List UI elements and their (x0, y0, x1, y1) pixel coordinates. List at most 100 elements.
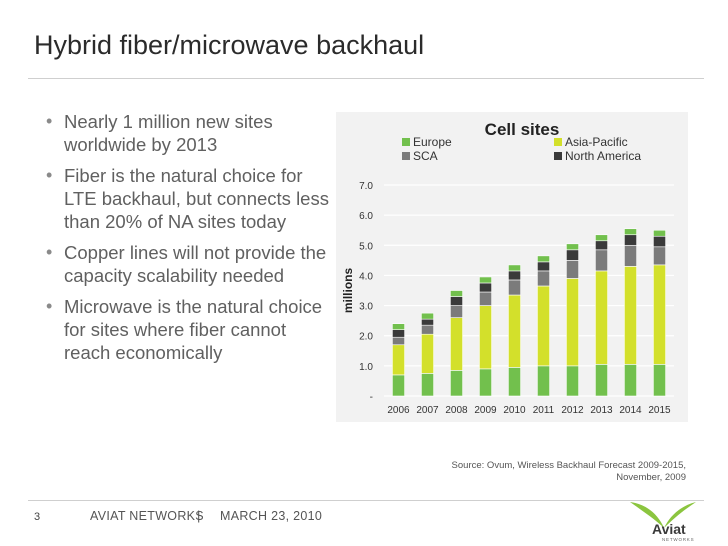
bar-segment (392, 336, 405, 346)
bar-segment (624, 234, 637, 246)
bar-segment (653, 264, 666, 365)
x-tick-label: 2015 (648, 405, 671, 416)
bar-segment (653, 246, 666, 266)
x-tick-label: 2009 (474, 405, 497, 416)
bar-segment (624, 244, 637, 267)
bar-segment (537, 270, 550, 287)
bar-segment (595, 270, 608, 365)
legend-swatch (554, 138, 562, 146)
bar-segment (508, 294, 521, 368)
bar-segment (566, 365, 579, 397)
bullet-list: • Nearly 1 million new sites worldwide by… (40, 110, 330, 372)
bar-segment (508, 367, 521, 397)
bar-segment (624, 364, 637, 397)
x-tick-label: 2010 (503, 405, 526, 416)
bar-segment (537, 261, 550, 272)
bar-segment (450, 317, 463, 371)
bar-segment (537, 285, 550, 367)
bar-segment (450, 370, 463, 397)
footer-company: AVIAT NETWORKS (90, 509, 204, 523)
y-tick-label: 2.0 (359, 332, 373, 343)
x-tick-label: 2008 (445, 405, 468, 416)
y-axis-label: millions (341, 268, 355, 314)
bar-segment (566, 260, 579, 279)
y-tick-label: - (370, 392, 373, 403)
bullet-item: • Fiber is the natural choice for LTE bac… (40, 164, 330, 233)
bar-segment (566, 249, 579, 261)
bar-segment (653, 235, 666, 248)
bar-cap-segment (566, 243, 579, 251)
bar-segment (392, 329, 405, 338)
legend-swatch (554, 152, 562, 160)
bar-cap-segment (450, 290, 463, 297)
bullet-dot-icon: • (46, 242, 53, 262)
bar-cap-segment (537, 255, 550, 263)
bar-segment (450, 296, 463, 306)
bullet-dot-icon: • (46, 111, 53, 131)
bullet-item: • Nearly 1 million new sites worldwide by… (40, 110, 330, 156)
legend-swatch (402, 138, 410, 146)
bar-segment (392, 344, 405, 376)
bullet-text: Fiber is the natural choice for LTE back… (64, 165, 329, 232)
bar-segment (421, 333, 434, 374)
bar-segment (508, 270, 521, 281)
source-note: Source: Ovum, Wireless Backhaul Forecast… (451, 460, 686, 483)
bar-segment (537, 365, 550, 397)
y-tick-label: 3.0 (359, 302, 373, 313)
bullet-item: • Copper lines will not provide the capac… (40, 241, 330, 287)
bullet-dot-icon: • (46, 165, 53, 185)
y-tick-label: 5.0 (359, 241, 373, 252)
legend-swatch (402, 152, 410, 160)
bar-segment (595, 249, 608, 272)
logo-wordmark: Aviat (652, 521, 686, 537)
bullet-item: • Microwave is the natural choice for sit… (40, 295, 330, 364)
bar-segment (421, 318, 434, 326)
y-tick-label: 7.0 (359, 181, 373, 192)
y-tick-label: 4.0 (359, 271, 373, 282)
bar-cap-segment (392, 323, 405, 330)
bar-cap-segment (653, 229, 666, 237)
x-tick-label: 2012 (561, 405, 584, 416)
bullet-text: Copper lines will not provide the capaci… (64, 242, 327, 286)
bar-segment (392, 374, 405, 397)
bar-segment (479, 291, 492, 306)
bar-cap-segment (624, 228, 637, 236)
chart-panel: Cell sites Europe Asia-Pacific SCA North Ame… (336, 112, 688, 422)
x-tick-label: 2011 (533, 405, 555, 416)
legend-label: SCA (413, 149, 438, 163)
bar-segment (450, 305, 463, 318)
footer-separator: | (197, 508, 201, 523)
legend-label: Europe (413, 135, 452, 149)
chart-title: Cell sites (485, 120, 560, 139)
legend-label: Asia-Pacific (565, 135, 628, 149)
footer-divider (28, 500, 704, 501)
x-tick-label: 2014 (619, 405, 642, 416)
page-number: 3 (34, 511, 41, 523)
logo-subtext: NETWORKS (662, 537, 694, 542)
legend-label: North America (565, 149, 641, 163)
bullet-text: Microwave is the natural choice for site… (64, 296, 323, 363)
bullet-dot-icon: • (46, 296, 53, 316)
x-tick-label: 2006 (387, 405, 410, 416)
cell-sites-chart: Cell sites Europe Asia-Pacific SCA North Ame… (341, 120, 674, 416)
x-tick-label: 2013 (590, 405, 613, 416)
aviat-logo: Aviat NETWORKS (630, 502, 696, 542)
bar-segment (566, 278, 579, 367)
title-divider (28, 78, 704, 79)
slide-title: Hybrid fiber/microwave backhaul (34, 30, 425, 60)
bar-segment (653, 364, 666, 397)
bar-segment (479, 282, 492, 293)
bar-segment (479, 368, 492, 397)
y-tick-label: 6.0 (359, 211, 373, 222)
bar-segment (595, 240, 608, 251)
bar-segment (421, 324, 434, 335)
bar-segment (508, 279, 521, 296)
bullet-text: Nearly 1 million new sites worldwide by … (64, 111, 273, 155)
bar-segment (624, 266, 637, 365)
x-tick-label: 2007 (416, 405, 439, 416)
bar-segment (479, 305, 492, 370)
bar-cap-segment (421, 312, 434, 320)
bar-segment (421, 373, 434, 397)
y-tick-label: 1.0 (359, 362, 373, 373)
bar-cap-segment (595, 234, 608, 242)
